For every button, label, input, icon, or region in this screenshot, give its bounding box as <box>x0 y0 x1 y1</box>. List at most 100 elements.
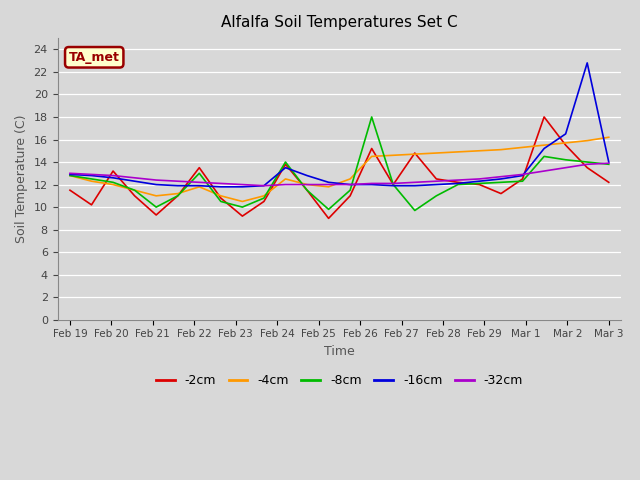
-2cm <box>109 168 117 174</box>
-2cm <box>303 187 311 193</box>
-8cm <box>433 193 440 199</box>
-8cm <box>540 154 548 159</box>
-2cm <box>195 165 203 170</box>
-32cm <box>282 182 289 188</box>
-4cm <box>497 147 505 153</box>
-32cm <box>497 174 505 180</box>
-2cm <box>239 213 246 219</box>
-4cm <box>346 176 354 182</box>
Y-axis label: Soil Temperature (C): Soil Temperature (C) <box>15 115 28 243</box>
X-axis label: Time: Time <box>324 345 355 358</box>
-16cm <box>454 180 461 186</box>
-4cm <box>195 184 203 190</box>
-4cm <box>260 193 268 199</box>
-2cm <box>584 165 591 170</box>
-4cm <box>109 182 117 188</box>
-4cm <box>368 154 376 159</box>
-16cm <box>109 175 117 180</box>
-8cm <box>324 206 332 212</box>
-4cm <box>282 176 289 182</box>
-8cm <box>282 159 289 165</box>
-32cm <box>433 178 440 184</box>
-16cm <box>131 178 138 184</box>
-8cm <box>368 114 376 120</box>
-8cm <box>454 182 461 188</box>
-16cm <box>324 180 332 185</box>
-2cm <box>540 114 548 120</box>
-2cm <box>497 191 505 196</box>
-4cm <box>389 152 397 158</box>
Line: -16cm: -16cm <box>70 63 609 187</box>
-2cm <box>518 176 526 182</box>
-16cm <box>476 178 483 184</box>
-2cm <box>260 199 268 204</box>
-32cm <box>217 180 225 186</box>
-4cm <box>131 187 138 193</box>
-8cm <box>411 208 419 214</box>
-2cm <box>346 193 354 199</box>
-4cm <box>476 148 483 154</box>
-2cm <box>174 193 182 199</box>
-16cm <box>346 182 354 188</box>
-32cm <box>411 180 419 185</box>
-8cm <box>389 182 397 188</box>
-16cm <box>239 184 246 190</box>
-32cm <box>368 180 376 186</box>
-16cm <box>540 145 548 151</box>
-8cm <box>562 157 570 163</box>
-8cm <box>131 187 138 193</box>
-16cm <box>605 159 612 165</box>
-8cm <box>239 204 246 210</box>
-32cm <box>518 171 526 177</box>
-4cm <box>174 191 182 196</box>
-8cm <box>497 180 505 185</box>
-16cm <box>282 165 289 170</box>
-16cm <box>260 183 268 189</box>
-2cm <box>411 150 419 156</box>
-8cm <box>66 173 74 179</box>
Line: -2cm: -2cm <box>70 117 609 218</box>
-4cm <box>433 150 440 156</box>
-32cm <box>109 173 117 179</box>
-2cm <box>476 182 483 188</box>
-16cm <box>217 184 225 190</box>
-2cm <box>217 195 225 201</box>
-32cm <box>195 180 203 185</box>
-16cm <box>88 173 95 179</box>
-32cm <box>324 182 332 188</box>
-2cm <box>152 212 160 218</box>
Line: -4cm: -4cm <box>70 137 609 202</box>
-4cm <box>605 134 612 140</box>
Line: -8cm: -8cm <box>70 117 609 211</box>
-2cm <box>454 180 461 185</box>
-4cm <box>152 193 160 199</box>
-2cm <box>605 180 612 185</box>
-32cm <box>239 182 246 188</box>
-16cm <box>433 182 440 188</box>
-2cm <box>66 187 74 193</box>
-8cm <box>605 161 612 167</box>
-16cm <box>497 176 505 182</box>
-16cm <box>411 183 419 189</box>
-32cm <box>540 168 548 174</box>
-32cm <box>346 182 354 188</box>
-8cm <box>174 193 182 199</box>
-4cm <box>303 182 311 188</box>
-4cm <box>324 184 332 190</box>
-16cm <box>66 171 74 177</box>
-4cm <box>518 144 526 150</box>
-8cm <box>152 204 160 210</box>
-8cm <box>584 159 591 165</box>
-32cm <box>66 170 74 176</box>
-2cm <box>389 182 397 188</box>
-32cm <box>389 180 397 186</box>
-4cm <box>562 140 570 146</box>
-2cm <box>562 142 570 148</box>
Line: -32cm: -32cm <box>70 163 609 186</box>
-2cm <box>282 161 289 167</box>
-2cm <box>368 145 376 151</box>
-4cm <box>540 142 548 148</box>
-8cm <box>518 178 526 184</box>
-4cm <box>584 138 591 144</box>
-32cm <box>454 177 461 183</box>
